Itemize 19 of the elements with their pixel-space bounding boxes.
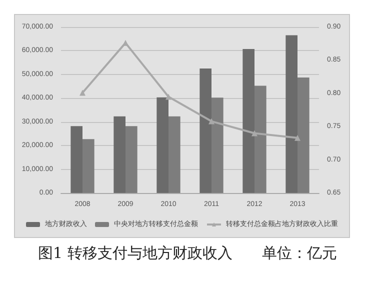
bar — [168, 116, 180, 193]
point — [80, 90, 86, 96]
point — [208, 118, 214, 124]
point — [166, 94, 172, 100]
bar — [254, 86, 266, 193]
bar — [242, 49, 254, 193]
bar — [212, 98, 224, 193]
point — [252, 130, 258, 136]
text: 单位：亿元 — [262, 244, 337, 263]
bar — [286, 35, 298, 193]
bar — [114, 116, 126, 193]
text: 图1 转移支付与地方财政收入 — [38, 244, 232, 263]
bar — [200, 68, 212, 193]
bar — [82, 139, 94, 193]
bar — [156, 97, 168, 193]
bar — [298, 78, 310, 193]
bar — [70, 126, 82, 193]
point — [294, 134, 300, 141]
bar — [126, 126, 138, 193]
